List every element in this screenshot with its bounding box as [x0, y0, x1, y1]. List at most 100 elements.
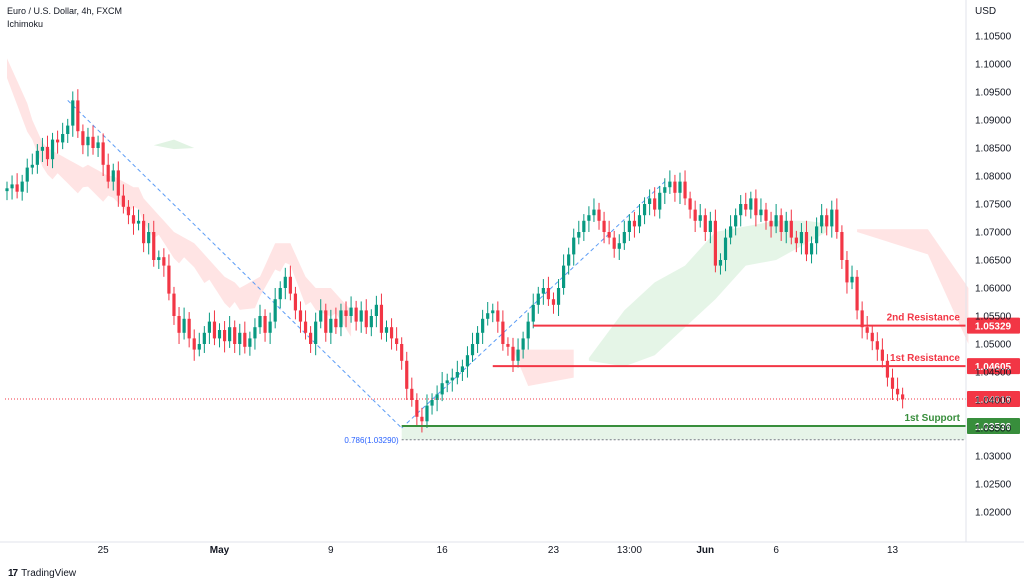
candle-body: [369, 316, 373, 328]
x-axis[interactable]: 25 May 9 16 23 13:00 Jun 6 13: [0, 541, 1024, 556]
candle-body: [45, 146, 50, 160]
candle-body: [582, 220, 586, 232]
candle-body: [293, 293, 298, 311]
x-tick-label: 25: [98, 545, 110, 556]
candle-body: [506, 344, 510, 347]
candle-body: [764, 209, 768, 221]
candle-body: [410, 388, 414, 400]
candle-body: [845, 260, 849, 283]
candle-body: [283, 276, 287, 288]
tradingview-logo-icon: 17: [8, 568, 18, 579]
candle-body: [359, 310, 363, 322]
y-tick-label: 1.03000: [975, 452, 1012, 463]
symbol-title[interactable]: Euro / U.S. Dollar, 4h, FXCM: [7, 6, 123, 16]
x-tick-label: Jun: [696, 545, 714, 556]
candle-body: [486, 313, 490, 319]
candle-body: [718, 260, 723, 266]
candle-body: [157, 257, 161, 260]
candle-body: [263, 316, 267, 333]
candle-body: [774, 215, 778, 227]
candle-body: [384, 327, 389, 333]
candle-body: [344, 310, 348, 316]
candle-body: [142, 220, 146, 244]
candle-body: [511, 346, 515, 361]
candle-body: [531, 304, 535, 322]
candle-body: [197, 344, 201, 350]
candle-body: [131, 215, 136, 224]
candle-body: [389, 327, 394, 339]
y-tick-label: 1.09500: [975, 88, 1012, 99]
candle-body: [546, 288, 551, 300]
candle-body: [212, 321, 217, 339]
candle-body: [86, 136, 90, 146]
candle-body: [116, 170, 120, 196]
cloud-bullish: [588, 220, 827, 367]
candle-body: [607, 232, 611, 238]
candle-body: [25, 167, 29, 182]
candle-body: [167, 265, 171, 294]
resistance-1-label: 1st Resistance: [890, 353, 960, 364]
candle-body: [243, 332, 247, 347]
candle-body: [40, 146, 45, 151]
y-tick-label: 1.02500: [975, 480, 1012, 491]
candle-body: [136, 220, 141, 224]
y-tick-label: 1.10000: [975, 60, 1012, 71]
y-axis[interactable]: USD 1.10500 1.10000 1.09500 1.09000 1.08500 1.…: [965, 0, 1012, 542]
candle-body: [288, 276, 292, 294]
candle-body: [182, 318, 186, 333]
candle-body: [364, 310, 368, 328]
resistance-2-tag: [967, 317, 1020, 334]
candle-body: [415, 400, 419, 417]
resistance-1-tag: [967, 358, 1020, 375]
y-tick-label: 1.04000: [975, 396, 1012, 407]
candle-body: [324, 310, 328, 333]
candle-body: [96, 142, 100, 148]
candle-body: [784, 220, 788, 232]
resistance-2-label: 2nd Resistance: [887, 313, 961, 324]
candle-body: [663, 187, 667, 193]
candle-body: [298, 310, 303, 322]
candle-body: [430, 400, 434, 406]
x-tick-label: 23: [548, 545, 560, 556]
x-tick-label: 13: [887, 545, 899, 556]
currency-label: USD: [975, 6, 996, 17]
candle-body: [708, 220, 712, 232]
candle-body: [703, 215, 707, 232]
candle-body: [475, 332, 480, 344]
candle-body: [683, 181, 687, 199]
support-1-tag: [967, 417, 1020, 434]
y-tick-label: 1.05000: [975, 340, 1012, 351]
indicator-label[interactable]: Ichimoku: [7, 19, 44, 29]
cloud-bearish-right: [857, 229, 969, 344]
candle-body: [789, 220, 793, 238]
candle-body: [253, 327, 257, 339]
candle-body: [268, 321, 272, 333]
candle-body: [820, 215, 824, 227]
y-tick-label: 1.02000: [975, 508, 1012, 519]
candle-body: [35, 150, 39, 165]
candle-body: [572, 237, 576, 255]
x-tick-label: 6: [773, 545, 779, 556]
candle-body: [885, 360, 890, 378]
candle-body: [769, 220, 773, 227]
candle-body: [152, 232, 156, 260]
candle-body: [536, 293, 540, 305]
candle-body: [111, 170, 115, 182]
candle-body: [865, 327, 869, 333]
support-1-label: 1st Support: [904, 413, 960, 424]
candle-body: [895, 388, 900, 395]
y-tick-label: 1.08000: [975, 172, 1012, 183]
resistance-1-value: 1.04605: [975, 362, 1012, 373]
candle-body: [612, 237, 616, 249]
candle-body: [754, 198, 758, 216]
candle-body: [187, 318, 191, 339]
candle-body: [815, 226, 819, 244]
candle-body: [56, 139, 60, 143]
tradingview-brand[interactable]: 17 TradingView: [8, 568, 76, 579]
candle-body: [526, 321, 530, 339]
ichimoku-cloud: [7, 58, 969, 386]
candle-body: [121, 195, 125, 207]
candle-body: [744, 204, 748, 210]
candle-body: [551, 299, 556, 305]
